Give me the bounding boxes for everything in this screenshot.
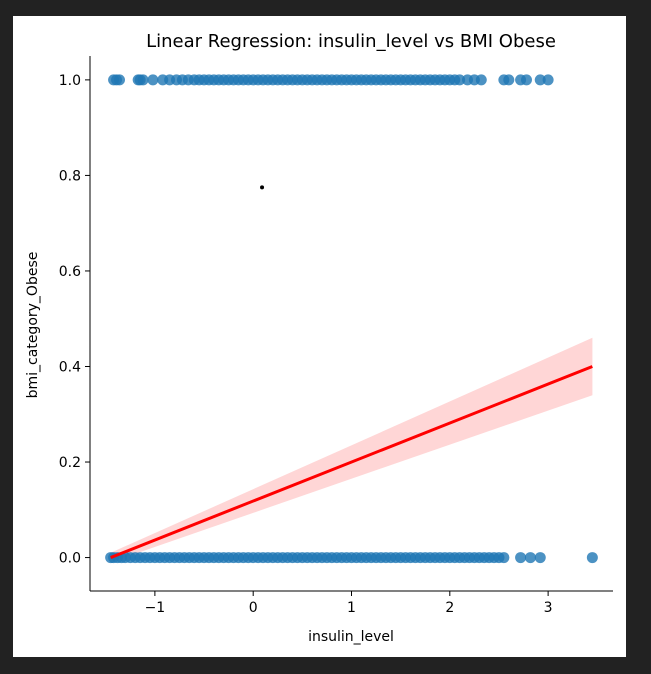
scatter-point	[520, 74, 532, 86]
y-tick-label: 0.4	[59, 359, 81, 375]
chart-title: Linear Regression: insulin_level vs BMI …	[146, 31, 556, 52]
scatter-point	[113, 74, 125, 86]
scatter-point	[137, 74, 149, 86]
scatter-point	[534, 74, 546, 86]
scatter-point	[498, 552, 510, 564]
scatter-point	[542, 74, 554, 86]
y-tick-label: 0.0	[59, 551, 81, 567]
y-tick-label: 0.8	[59, 168, 81, 184]
regression-line	[110, 365, 593, 559]
scatter-point	[475, 74, 487, 86]
scatter-point	[503, 74, 515, 86]
x-tick-label: 2	[445, 600, 454, 616]
x-tick-label: 1	[347, 600, 356, 616]
y-tick-label: 0.2	[59, 455, 81, 471]
scatter-point	[147, 74, 159, 86]
scatter-point	[515, 552, 527, 564]
x-tick-label: 3	[544, 600, 553, 616]
x-tick-label: 0	[249, 600, 258, 616]
x-tick-label: −1	[145, 600, 166, 616]
scatter-point	[586, 552, 598, 564]
chart-figure: −1 0 1 2 3 0.0 0.2 0.4 0.6 0.8 1.0 Linear Regressi…	[13, 16, 626, 657]
scatter-point	[454, 74, 466, 86]
scatter-regression-chart: −1 0 1 2 3 0.0 0.2 0.4 0.6 0.8 1.0 Linear Regressi…	[25, 31, 613, 645]
y-tick-label: 1.0	[59, 73, 81, 89]
scatter-point	[534, 552, 546, 564]
annotation-dot	[260, 185, 265, 190]
confidence-band	[110, 337, 593, 563]
y-tick-label: 0.6	[59, 264, 81, 280]
scatter-point	[524, 552, 536, 564]
y-axis-label: bmi_category_Obese	[25, 252, 41, 399]
x-axis-label: insulin_level	[308, 629, 394, 645]
